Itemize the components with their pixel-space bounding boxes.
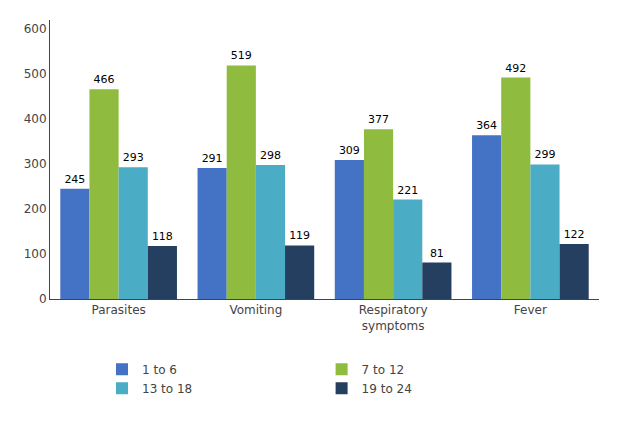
svg-text:298: 298	[260, 149, 281, 162]
svg-text:13 to 18: 13 to 18	[142, 382, 192, 396]
svg-text:600: 600	[24, 22, 47, 36]
svg-text:7 to 12: 7 to 12	[362, 363, 405, 377]
svg-text:364: 364	[476, 119, 497, 132]
svg-text:122: 122	[564, 228, 585, 241]
svg-text:0: 0	[39, 292, 47, 306]
svg-text:1 to 6: 1 to 6	[142, 363, 177, 377]
svg-text:291: 291	[202, 152, 223, 165]
svg-text:118: 118	[152, 230, 173, 243]
svg-text:377: 377	[368, 113, 389, 126]
svg-text:Vomiting: Vomiting	[229, 303, 282, 317]
svg-text:492: 492	[505, 62, 526, 75]
svg-text:Parasites: Parasites	[91, 303, 145, 317]
svg-text:200: 200	[24, 202, 47, 216]
svg-text:400: 400	[24, 112, 47, 126]
svg-text:293: 293	[123, 151, 144, 164]
svg-text:100: 100	[24, 247, 47, 261]
svg-text:466: 466	[94, 73, 115, 86]
svg-text:Respiratorysymptoms: Respiratorysymptoms	[359, 303, 428, 333]
svg-text:309: 309	[339, 144, 360, 157]
svg-text:519: 519	[231, 49, 252, 62]
svg-text:500: 500	[24, 67, 47, 81]
svg-text:221: 221	[397, 184, 418, 197]
svg-text:245: 245	[64, 173, 85, 186]
svg-text:300: 300	[24, 157, 47, 171]
svg-text:81: 81	[430, 247, 444, 260]
svg-text:19 to 24: 19 to 24	[362, 382, 412, 396]
svg-text:119: 119	[289, 229, 310, 242]
svg-text:299: 299	[534, 148, 555, 161]
svg-text:Fever: Fever	[514, 303, 547, 317]
